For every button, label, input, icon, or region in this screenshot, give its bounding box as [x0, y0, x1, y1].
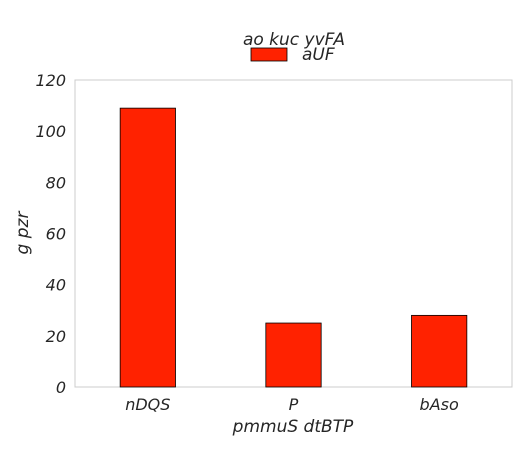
y-tick-label: 80: [46, 173, 66, 192]
legend-swatch-aUF: [251, 48, 287, 61]
x-tick-label-P: P: [289, 395, 299, 414]
y-axis-label: g pzr: [13, 211, 33, 255]
x-axis-label: pmmuS dtBTP: [232, 417, 354, 437]
x-tick-label-nDQS: nDQS: [125, 395, 170, 414]
y-tick-label: 120: [35, 71, 66, 90]
y-tick-label: 100: [35, 122, 66, 141]
x-tick-label-bAso: bAso: [420, 395, 459, 414]
y-tick-label: 0: [56, 378, 66, 397]
bar-nDQS: [120, 108, 175, 387]
y-tick-label: 20: [46, 327, 66, 346]
legend-label-aUF: aUF: [302, 45, 335, 65]
y-tick-label: 40: [46, 276, 66, 295]
bar-P: [266, 323, 321, 387]
y-axis-ticks: 0 20 40 60 80 100 120: [35, 71, 66, 397]
bar-bAso: [411, 315, 466, 387]
y-tick-label: 60: [46, 225, 66, 244]
